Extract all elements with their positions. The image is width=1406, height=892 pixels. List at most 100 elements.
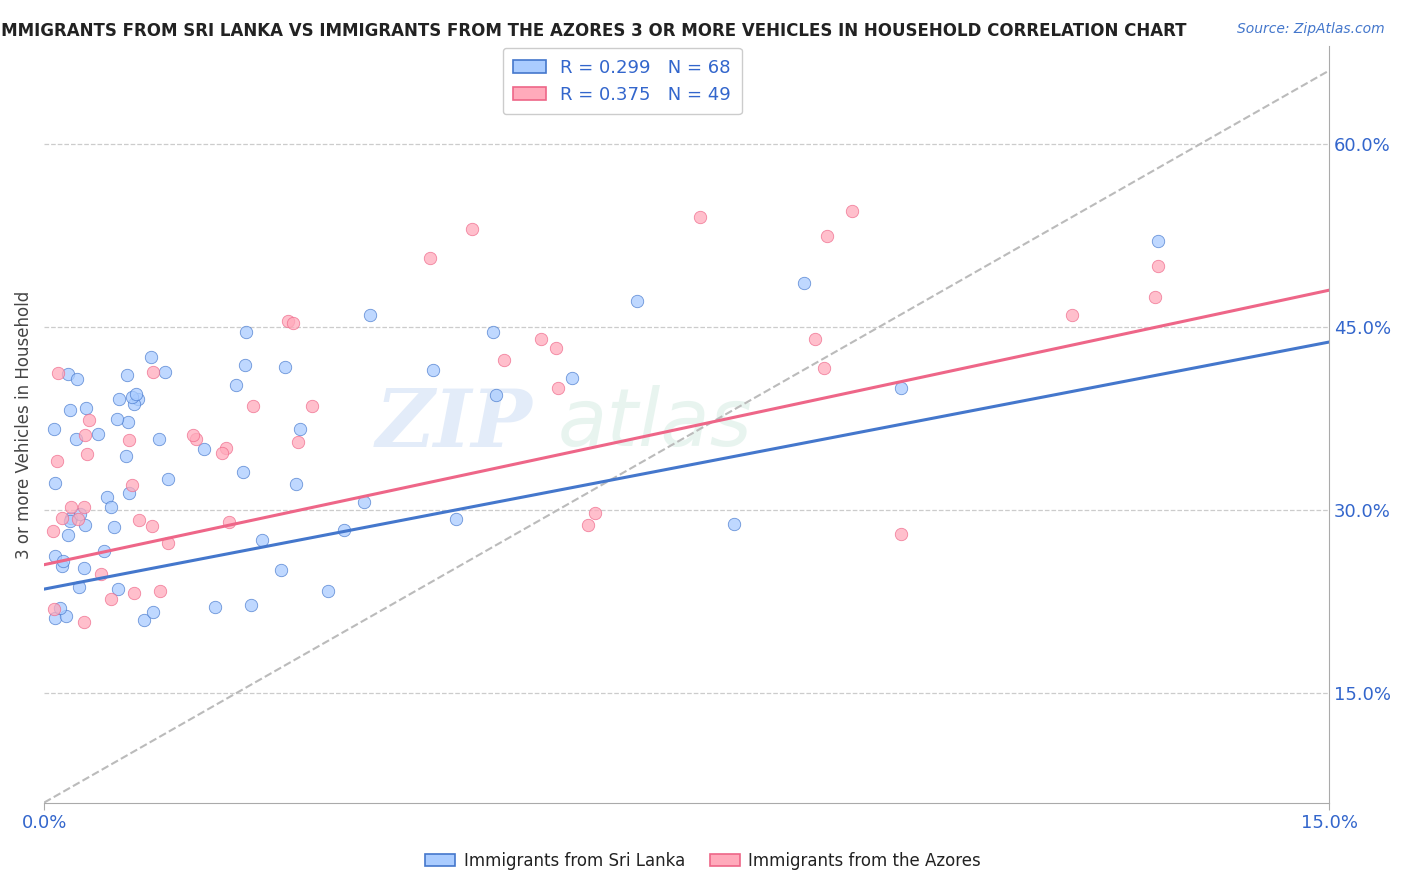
Point	[626, 293, 648, 308]
Point	[141, 519, 163, 533]
Point	[108, 392, 131, 406]
Point	[250, 533, 273, 547]
Point	[44, 475, 66, 490]
Point	[288, 422, 311, 436]
Point	[547, 381, 569, 395]
Point	[193, 442, 215, 456]
Point	[576, 518, 599, 533]
Point	[1060, 308, 1083, 322]
Point	[561, 371, 583, 385]
Point	[419, 251, 441, 265]
Point	[142, 365, 165, 379]
Point	[44, 611, 66, 625]
Point	[689, 210, 711, 224]
Point	[51, 554, 73, 568]
Point	[218, 515, 240, 529]
Point	[583, 506, 606, 520]
Point	[494, 353, 516, 368]
Point	[1146, 259, 1168, 273]
Point	[117, 433, 139, 447]
Point	[56, 367, 79, 381]
Text: ZIP: ZIP	[375, 385, 533, 463]
Point	[56, 527, 79, 541]
Point	[142, 605, 165, 619]
Point	[107, 582, 129, 596]
Point	[841, 204, 863, 219]
Point	[353, 495, 375, 509]
Point	[804, 332, 827, 346]
Point	[270, 563, 292, 577]
Point	[215, 441, 238, 455]
Point	[890, 381, 912, 395]
Point	[72, 615, 94, 630]
Point	[114, 449, 136, 463]
Point	[115, 368, 138, 383]
Point	[813, 361, 835, 376]
Point	[281, 316, 304, 330]
Point	[67, 512, 90, 526]
Point	[87, 427, 110, 442]
Point	[544, 341, 567, 355]
Point	[461, 222, 484, 236]
Point	[42, 524, 65, 539]
Point	[530, 333, 553, 347]
Point	[444, 512, 467, 526]
Point	[51, 558, 73, 573]
Point	[287, 435, 309, 450]
Point	[211, 446, 233, 460]
Point	[274, 359, 297, 374]
Point	[284, 477, 307, 491]
Point	[148, 432, 170, 446]
Point	[141, 350, 163, 364]
Point	[42, 422, 65, 436]
Point	[232, 465, 254, 479]
Point	[59, 402, 82, 417]
Point	[121, 478, 143, 492]
Point	[482, 325, 505, 339]
Point	[127, 392, 149, 406]
Point	[134, 613, 156, 627]
Point	[96, 490, 118, 504]
Point	[65, 432, 87, 446]
Point	[103, 520, 125, 534]
Point	[242, 399, 264, 413]
Point	[359, 308, 381, 322]
Text: atlas: atlas	[558, 385, 752, 464]
Point	[75, 428, 97, 442]
Point	[153, 365, 176, 379]
Point	[67, 580, 90, 594]
Point	[157, 472, 180, 486]
Point	[301, 400, 323, 414]
Text: Source: ZipAtlas.com: Source: ZipAtlas.com	[1237, 22, 1385, 37]
Y-axis label: 3 or more Vehicles in Household: 3 or more Vehicles in Household	[15, 290, 32, 558]
Point	[181, 427, 204, 442]
Point	[890, 527, 912, 541]
Point	[422, 363, 444, 377]
Point	[316, 584, 339, 599]
Point	[235, 325, 257, 339]
Point	[55, 609, 77, 624]
Point	[66, 372, 89, 386]
Point	[233, 358, 256, 372]
Point	[815, 229, 838, 244]
Point	[46, 367, 69, 381]
Point	[44, 549, 66, 563]
Point	[46, 454, 69, 468]
Point	[118, 485, 141, 500]
Point	[149, 584, 172, 599]
Point	[128, 512, 150, 526]
Point	[73, 561, 96, 575]
Point	[76, 447, 98, 461]
Point	[60, 511, 83, 525]
Point	[59, 500, 82, 515]
Point	[240, 599, 263, 613]
Point	[122, 397, 145, 411]
Point	[117, 415, 139, 429]
Point	[121, 391, 143, 405]
Point	[90, 567, 112, 582]
Point	[333, 524, 356, 538]
Point	[73, 500, 96, 514]
Point	[49, 600, 72, 615]
Point	[75, 401, 97, 415]
Text: IMMIGRANTS FROM SRI LANKA VS IMMIGRANTS FROM THE AZORES 3 OR MORE VEHICLES IN HO: IMMIGRANTS FROM SRI LANKA VS IMMIGRANTS …	[0, 22, 1187, 40]
